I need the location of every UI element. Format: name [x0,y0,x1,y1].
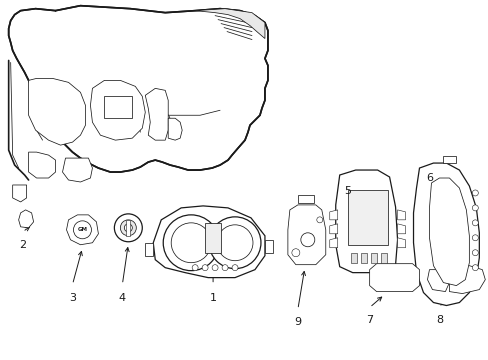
Circle shape [171,223,211,263]
Polygon shape [370,253,376,263]
Polygon shape [145,88,168,140]
Polygon shape [413,163,478,306]
Circle shape [232,265,238,271]
Polygon shape [264,240,272,253]
Text: 3: 3 [69,293,76,302]
Polygon shape [329,210,337,220]
Polygon shape [448,266,484,293]
Polygon shape [297,195,313,203]
Circle shape [471,205,477,211]
Text: 5: 5 [344,186,350,196]
Polygon shape [13,185,26,202]
Polygon shape [350,253,356,263]
Polygon shape [329,224,337,234]
Text: 6: 6 [425,173,432,183]
Polygon shape [335,170,397,273]
Circle shape [291,249,299,257]
Circle shape [154,112,170,128]
Circle shape [192,265,198,271]
Polygon shape [145,243,153,256]
Circle shape [163,215,219,271]
Polygon shape [126,220,130,236]
Circle shape [471,235,477,241]
Circle shape [471,265,477,271]
Circle shape [316,217,322,223]
Polygon shape [347,190,387,245]
Text: GM: GM [77,227,87,232]
Polygon shape [19,210,34,228]
Polygon shape [9,6,267,172]
Polygon shape [427,270,448,292]
Text: 9: 9 [294,318,301,328]
Circle shape [212,265,218,271]
Polygon shape [360,253,366,263]
Text: 2: 2 [19,240,26,250]
Polygon shape [195,9,264,39]
Circle shape [202,265,208,271]
Polygon shape [168,118,182,140]
Circle shape [471,220,477,226]
Polygon shape [443,156,455,163]
Polygon shape [287,205,325,265]
Circle shape [124,224,132,232]
Polygon shape [62,158,92,182]
Circle shape [222,265,227,271]
Text: 1: 1 [209,293,216,302]
Text: 7: 7 [366,315,372,325]
Polygon shape [104,96,132,118]
Circle shape [209,217,261,269]
Circle shape [114,214,142,242]
Polygon shape [66,215,98,245]
Text: 8: 8 [435,315,442,325]
Circle shape [217,225,252,261]
Polygon shape [428,178,468,285]
Circle shape [471,250,477,256]
Polygon shape [204,223,221,253]
Polygon shape [397,210,405,220]
Polygon shape [397,224,405,234]
Polygon shape [29,152,56,178]
Polygon shape [153,206,264,278]
Circle shape [300,233,314,247]
Polygon shape [369,264,419,292]
Text: 4: 4 [119,293,125,302]
Circle shape [471,190,477,196]
Polygon shape [397,238,405,248]
Polygon shape [90,80,145,140]
Polygon shape [329,238,337,248]
Polygon shape [29,78,85,145]
Circle shape [73,221,91,239]
Circle shape [120,220,136,236]
Polygon shape [380,253,386,263]
